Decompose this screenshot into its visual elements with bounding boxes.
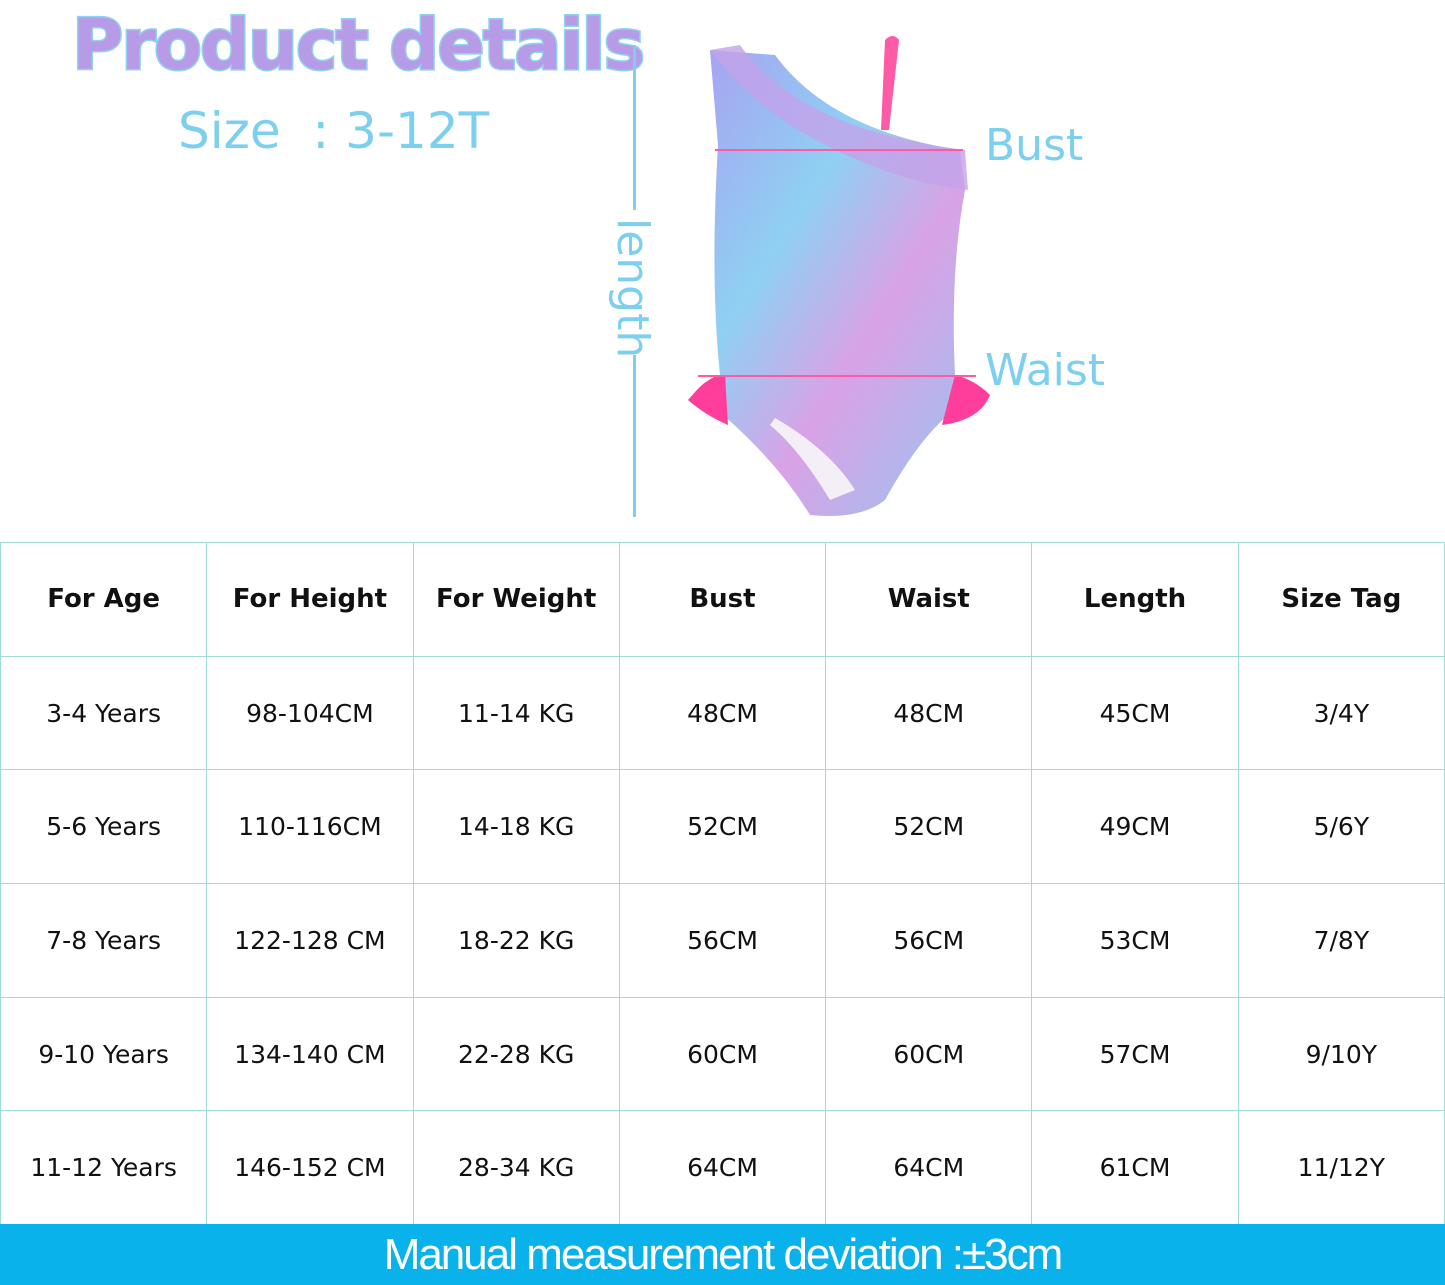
table-cell: 146-152 CM xyxy=(206,1110,414,1226)
table-cell: 7-8 Years xyxy=(0,883,208,998)
column-header: Bust xyxy=(618,542,827,657)
table-cell: 7/8Y xyxy=(1237,883,1445,998)
length-label: length xyxy=(607,218,658,359)
table-cell: 60CM xyxy=(618,996,827,1112)
table-cell: 61CM xyxy=(1031,1110,1239,1226)
size-chart-table: For Age For Height For Weight Bust Waist Leng… xyxy=(0,542,1445,1226)
table-cell: 5-6 Years xyxy=(0,769,208,885)
table-cell: 5/6Y xyxy=(1237,769,1445,885)
waist-label: Waist xyxy=(985,345,1106,396)
table-cell: 48CM xyxy=(618,655,827,771)
swimsuit-image xyxy=(688,36,990,516)
table-row: 7-8 Years 122-128 CM 18-22 KG 56CM 56CM 53CM 7… xyxy=(0,883,1445,998)
table-row: 9-10 Years 134-140 CM 22-28 KG 60CM 60CM 57CM… xyxy=(0,996,1445,1112)
column-header: Waist xyxy=(825,542,1033,657)
table-cell: 60CM xyxy=(825,996,1033,1112)
length-line-top xyxy=(633,45,636,210)
column-header: Length xyxy=(1031,542,1239,657)
table-cell: 53CM xyxy=(1031,883,1239,998)
table-cell: 18-22 KG xyxy=(412,883,620,998)
table-cell: 3/4Y xyxy=(1237,655,1445,771)
measurement-note: Manual measurement deviation :±3cm xyxy=(0,1224,1445,1285)
table-cell: 98-104CM xyxy=(206,655,414,771)
table-cell: 11-14 KG xyxy=(412,655,620,771)
size-range: Size : 3-12T xyxy=(178,102,490,160)
table-cell: 48CM xyxy=(825,655,1033,771)
table-cell: 9-10 Years xyxy=(0,996,208,1112)
table-cell: 64CM xyxy=(825,1110,1033,1226)
table-cell: 56CM xyxy=(825,883,1033,998)
bust-label: Bust xyxy=(985,120,1084,171)
table-cell: 52CM xyxy=(618,769,827,885)
table-cell: 28-34 KG xyxy=(412,1110,620,1226)
table-cell: 52CM xyxy=(825,769,1033,885)
table-row: 11-12 Years 146-152 CM 28-34 KG 64CM 64CM 61C… xyxy=(0,1110,1445,1226)
table-header-row: For Age For Height For Weight Bust Waist Leng… xyxy=(0,542,1445,657)
page-title: Product details xyxy=(70,3,646,88)
table-cell: 11-12 Years xyxy=(0,1110,208,1226)
table-row: 3-4 Years 98-104CM 11-14 KG 48CM 48CM 45CM 3/4… xyxy=(0,655,1445,771)
table-cell: 3-4 Years xyxy=(0,655,208,771)
table-cell: 45CM xyxy=(1031,655,1239,771)
table-cell: 14-18 KG xyxy=(412,769,620,885)
table-cell: 9/10Y xyxy=(1237,996,1445,1112)
table-cell: 22-28 KG xyxy=(412,996,620,1112)
table-cell: 57CM xyxy=(1031,996,1239,1112)
table-cell: 110-116CM xyxy=(206,769,414,885)
column-header: For Height xyxy=(206,542,414,657)
table-cell: 56CM xyxy=(618,883,827,998)
table-cell: 134-140 CM xyxy=(206,996,414,1112)
table-row: 5-6 Years 110-116CM 14-18 KG 52CM 52CM 49CM 5/… xyxy=(0,769,1445,885)
length-line-bottom xyxy=(633,355,636,517)
column-header: Size Tag xyxy=(1237,542,1445,657)
table-cell: 122-128 CM xyxy=(206,883,414,998)
table-cell: 11/12Y xyxy=(1237,1110,1445,1226)
column-header: For Age xyxy=(0,542,208,657)
table-cell: 49CM xyxy=(1031,769,1239,885)
table-cell: 64CM xyxy=(618,1110,827,1226)
column-header: For Weight xyxy=(412,542,620,657)
